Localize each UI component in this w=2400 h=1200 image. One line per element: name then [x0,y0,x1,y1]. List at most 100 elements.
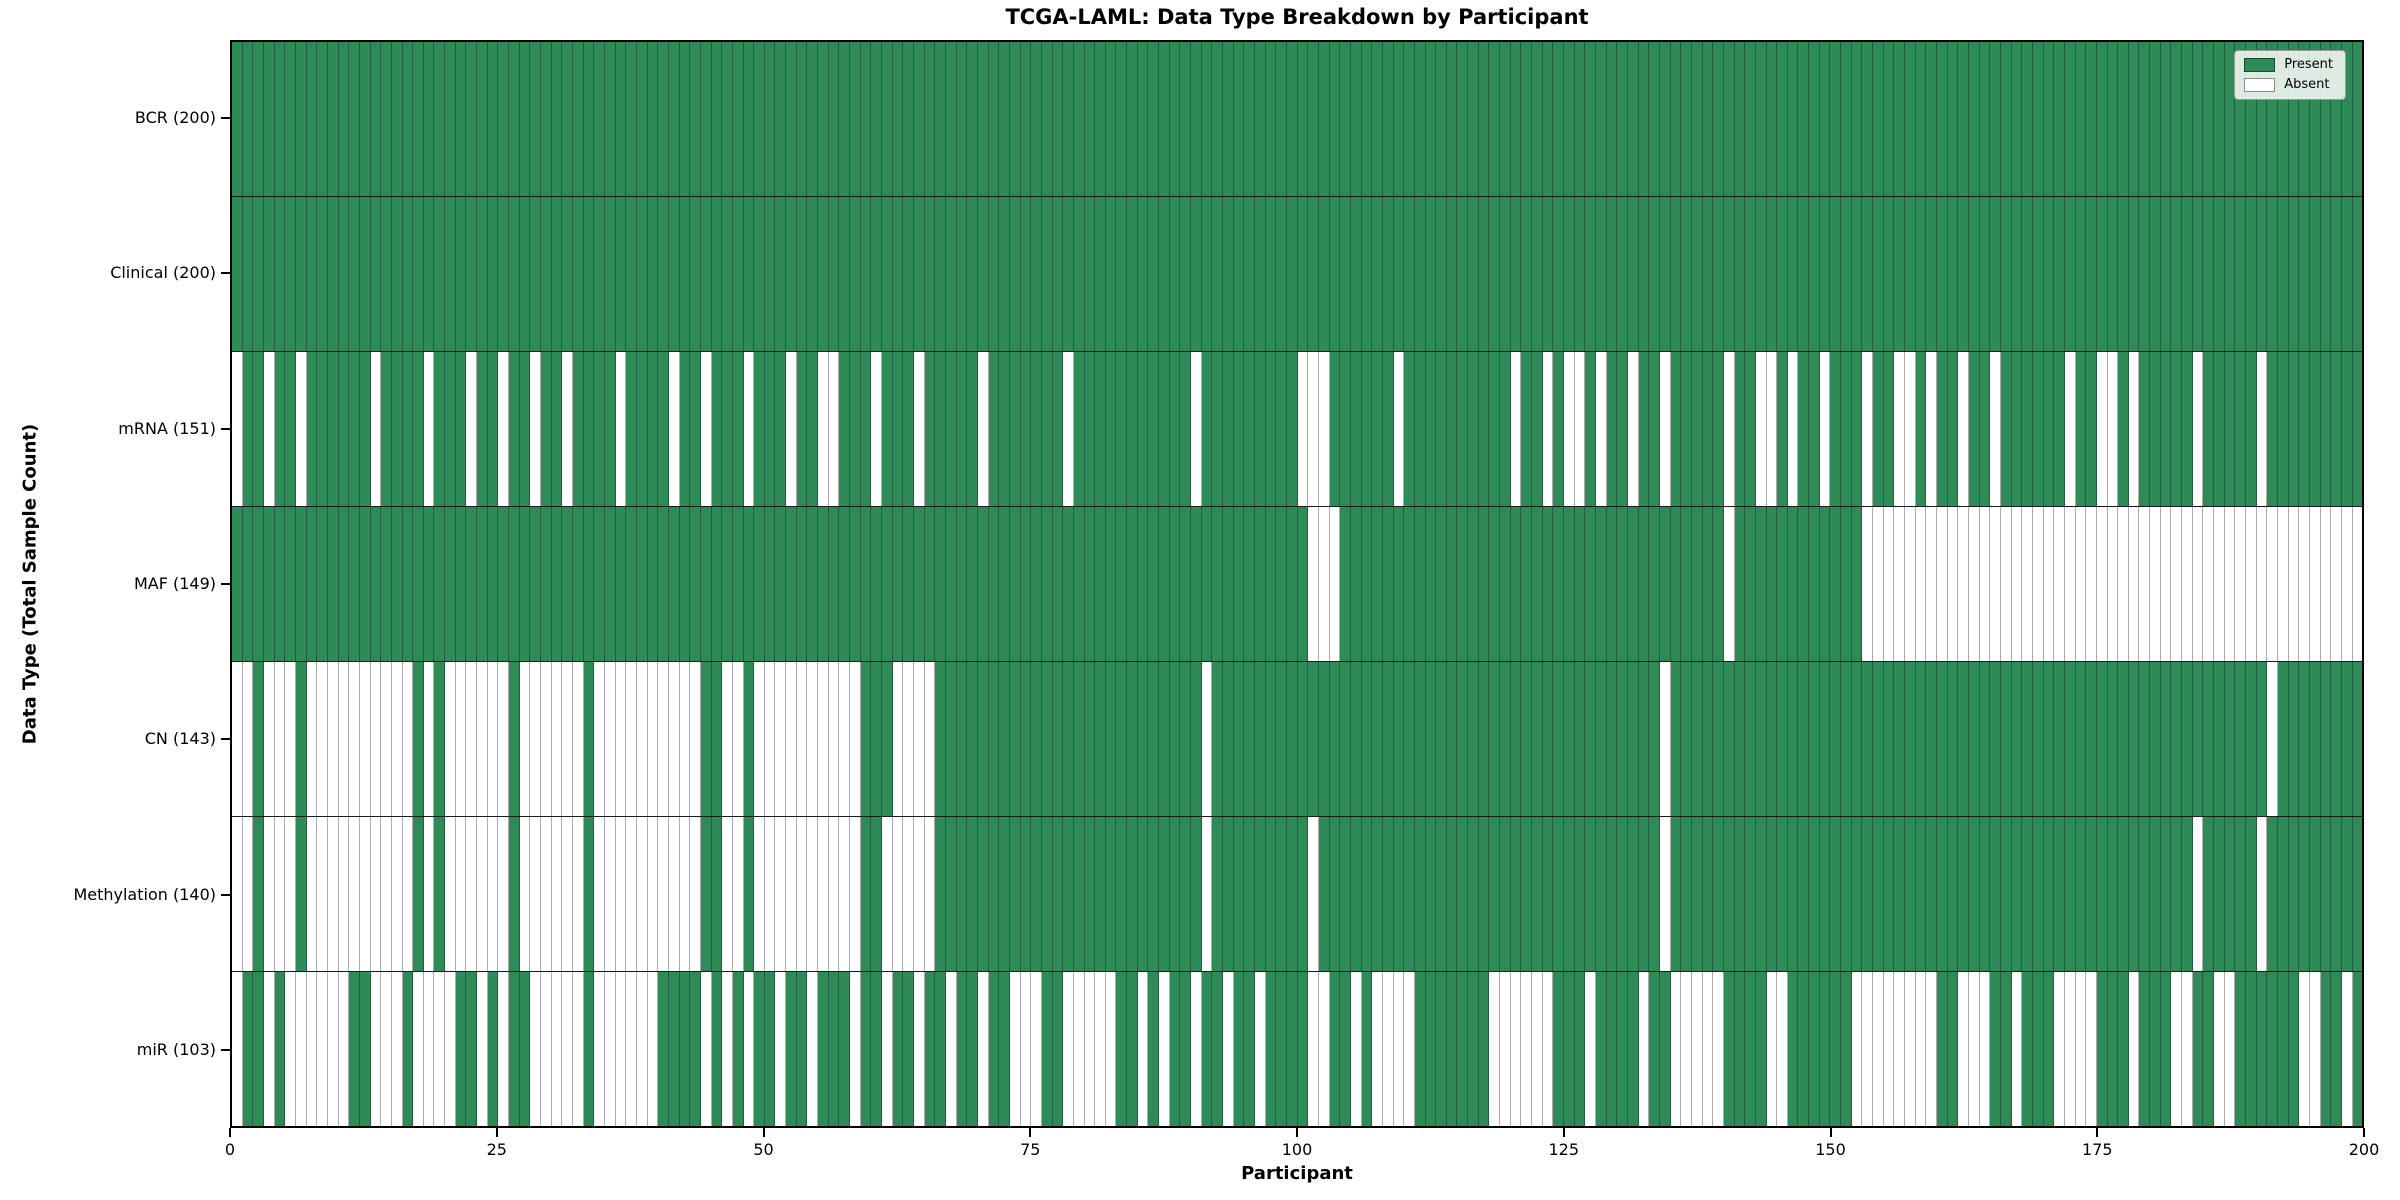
heatmap-cell [2331,352,2342,506]
heatmap-cell [274,817,286,971]
heatmap-cell [1404,507,1415,661]
heatmap-cell [1819,197,1831,351]
heatmap-cell [977,817,989,971]
heatmap-cell [2118,197,2129,351]
heatmap-cell [1926,817,1937,971]
heatmap-cell [1329,662,1341,816]
heatmap-cell [253,817,264,971]
heatmap-cell [2150,662,2161,816]
heatmap-cell [636,507,648,661]
heatmap-cell [1148,507,1160,661]
heatmap-cell [1745,662,1756,816]
heatmap-cell [2224,197,2236,351]
heatmap-cell [2150,817,2161,971]
heatmap-cell [1830,662,1842,816]
heatmap-cell [541,662,552,816]
heatmap-cell [2118,817,2129,971]
heatmap-cell [711,42,723,196]
heatmap-cell [1276,972,1287,1126]
heatmap-cell [2064,662,2076,816]
heatmap-cell [2086,662,2097,816]
heatmap-cell [263,352,275,506]
heatmap-cell [1159,662,1170,816]
heatmap-cell [1574,507,1586,661]
heatmap-cell [1393,817,1405,971]
heatmap-cell [1617,662,1628,816]
heatmap-cell [700,972,712,1126]
y-tick-mark [221,116,230,119]
y-tick-mark [221,1049,230,1052]
heatmap-cell [1393,197,1405,351]
heatmap-cell [242,817,254,971]
heatmap-cell [1041,972,1053,1126]
heatmap-cell [1361,197,1373,351]
present-swatch [2244,58,2276,72]
heatmap-cell [754,42,765,196]
heatmap-cell [796,197,808,351]
heatmap-cell [1627,197,1639,351]
heatmap-cell [1905,42,1916,196]
heatmap-cell [1137,662,1149,816]
heatmap-cell [690,662,701,816]
heatmap-cell [2160,662,2172,816]
heatmap-cell [1755,817,1767,971]
heatmap-cell [1020,662,1032,816]
heatmap-cell [1382,972,1394,1126]
heatmap-cell [1009,197,1021,351]
heatmap-cell [679,352,691,506]
heatmap-cell [1318,662,1330,816]
heatmap-cell [658,507,669,661]
heatmap-cell [1265,42,1277,196]
heatmap-cell [1915,352,1927,506]
heatmap-cell [988,42,1000,196]
heatmap-cell [1745,42,1756,196]
heatmap-cell [2235,662,2247,816]
heatmap-cell [1457,662,1469,816]
heatmap-cell [690,42,701,196]
heatmap-cell [1819,817,1831,971]
heatmap-cell [2022,507,2033,661]
heatmap-cell [1830,197,1842,351]
heatmap-cell [786,662,797,816]
x-tick-label-25: 25 [486,1140,507,1159]
heatmap-cell [1819,662,1831,816]
heatmap-cell [1873,507,1884,661]
heatmap-cell [1382,352,1394,506]
heatmap-cell [242,42,254,196]
heatmap-cell [1105,662,1117,816]
heatmap-cell [2341,972,2353,1126]
heatmap-cell [1318,197,1330,351]
heatmap-cell [242,507,254,661]
heatmap-cell [2320,662,2332,816]
heatmap-cell [1191,42,1202,196]
heatmap-cell [253,197,264,351]
heatmap-cell [2341,42,2353,196]
heatmap-cell [551,817,563,971]
heatmap-cell [466,817,478,971]
heatmap-cell [1404,42,1415,196]
heatmap-cell [924,197,936,351]
heatmap-cell [1670,972,1682,1126]
heatmap-cell [1968,662,1980,816]
heatmap-cell [2118,972,2129,1126]
heatmap-cell [1404,972,1415,1126]
heatmap-cell [1883,42,1895,196]
heatmap-cell [477,662,488,816]
heatmap-cell [1574,662,1586,816]
heatmap-cell [860,817,872,971]
heatmap-cell [700,42,712,196]
heatmap-cell [2022,352,2033,506]
heatmap-cell [1436,507,1447,661]
heatmap-cell [487,42,499,196]
heatmap-cell [1041,42,1053,196]
heatmap-cell [423,352,435,506]
heatmap-cell [711,972,723,1126]
heatmap-cell [1233,352,1245,506]
heatmap-cell [338,972,350,1126]
heatmap-cell [1286,197,1298,351]
heatmap-cell [1414,197,1426,351]
heatmap-cell [2160,507,2172,661]
heatmap-cell [647,662,659,816]
heatmap-cell [1244,507,1255,661]
heatmap-cell [2022,42,2033,196]
